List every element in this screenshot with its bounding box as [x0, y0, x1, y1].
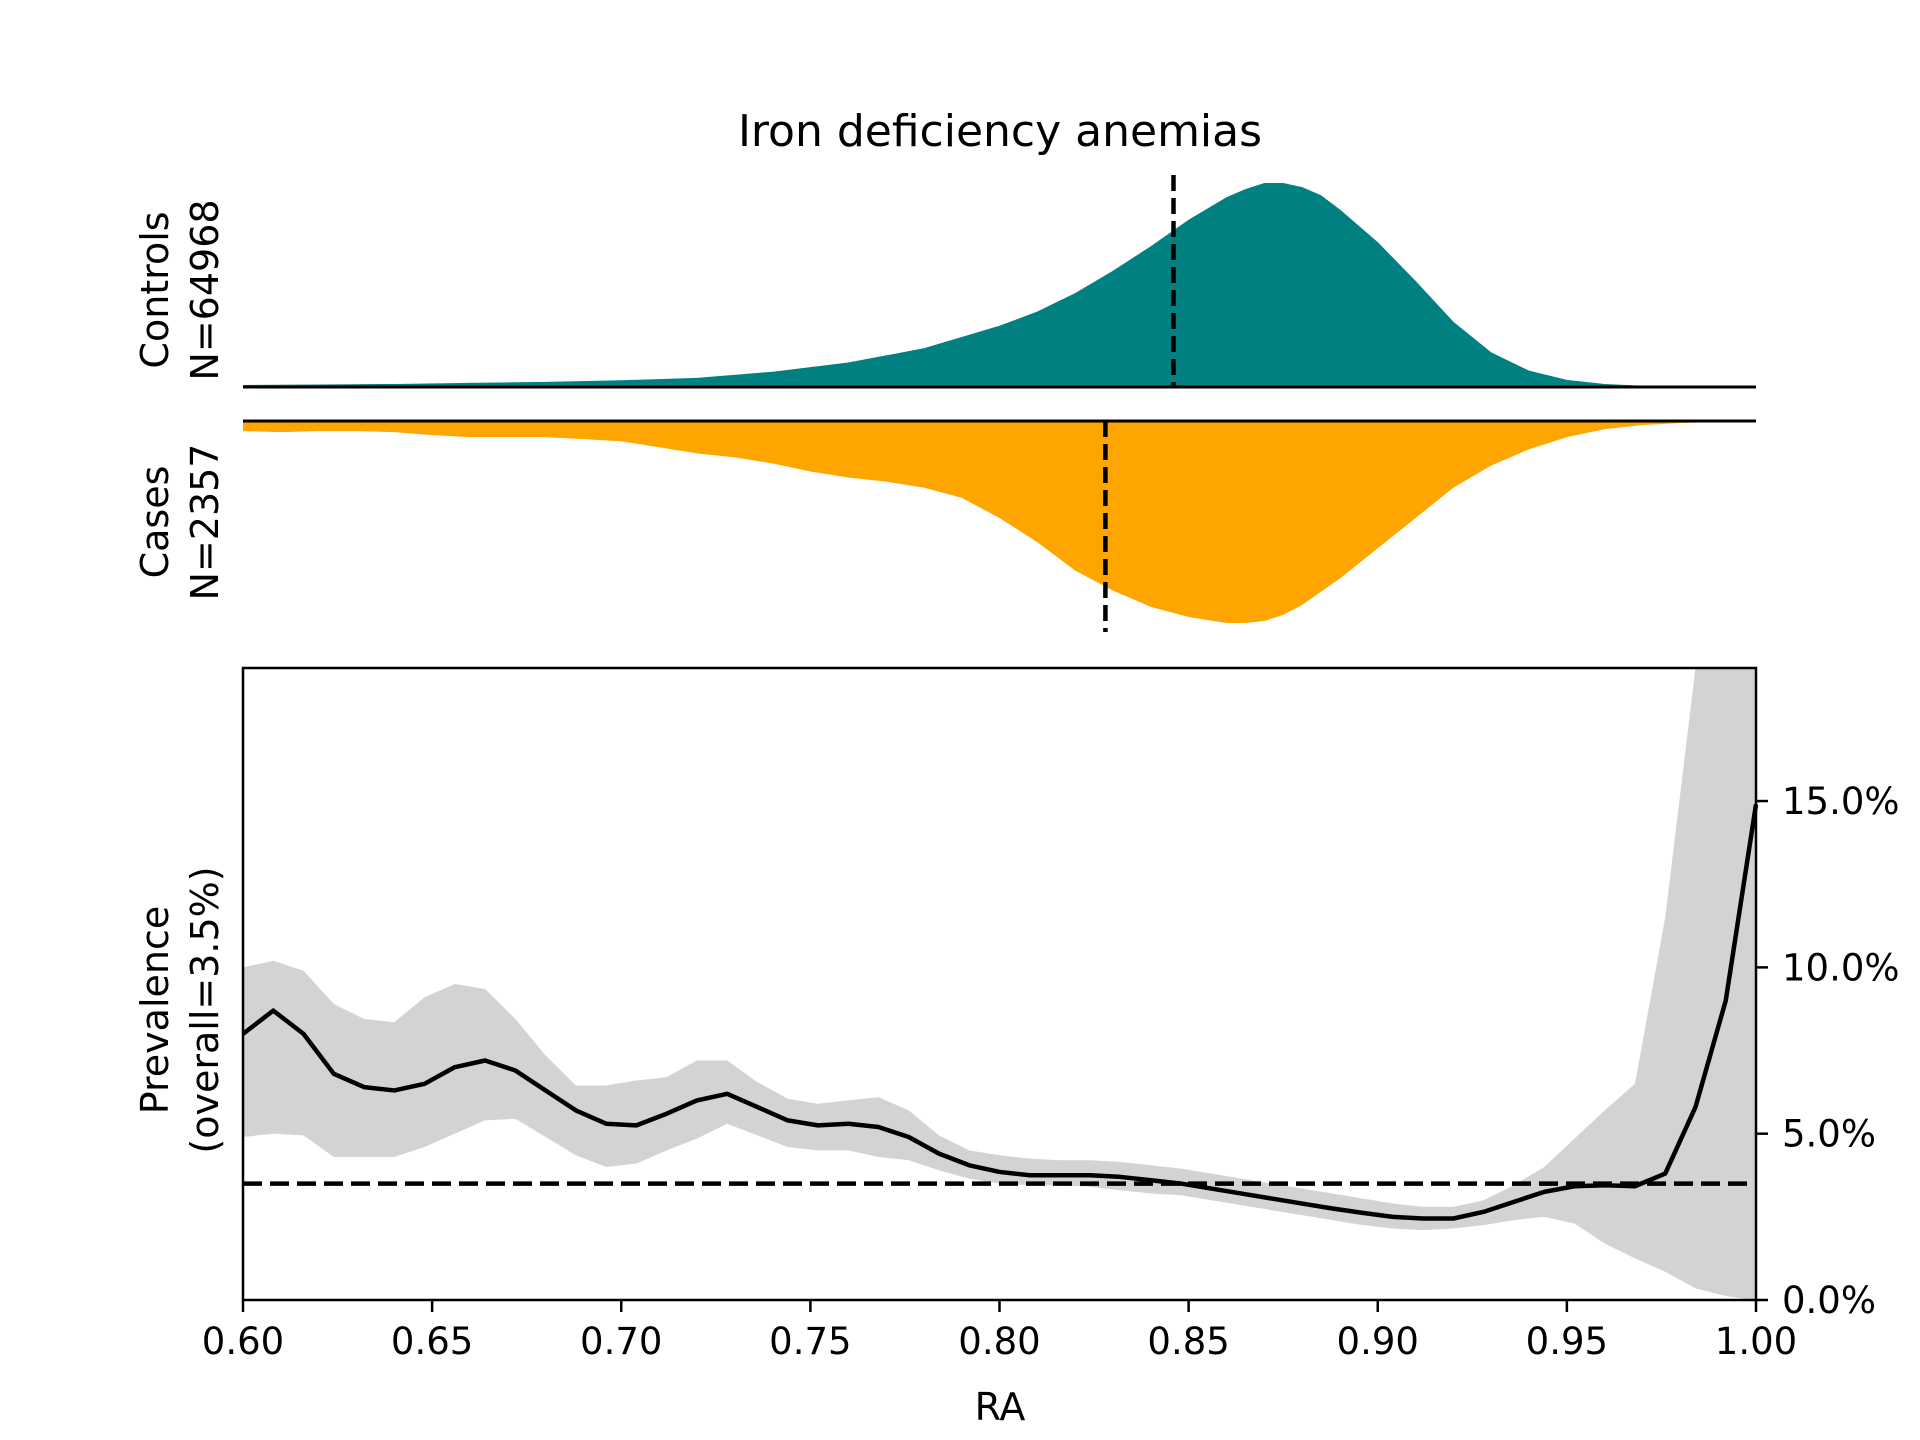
confidence-interval-band	[243, 668, 1756, 1300]
x-tick-label: 0.60	[202, 1320, 284, 1363]
x-tick-label: 0.95	[1526, 1320, 1608, 1363]
y-tick-label: 15.0%	[1782, 780, 1900, 823]
prevalence-ylabel: Prevalence	[133, 906, 177, 1114]
cases-ylabel: Cases	[133, 466, 177, 579]
cases-count-label: N=2357	[183, 444, 227, 601]
x-tick-label: 0.65	[391, 1320, 473, 1363]
x-tick-label: 0.90	[1337, 1320, 1419, 1363]
y-axis-right: 0.0% 5.0% 10.0% 15.0%	[1756, 780, 1900, 1322]
x-axis-label: RA	[975, 1385, 1026, 1429]
x-tick-label: 1.00	[1715, 1320, 1797, 1363]
x-tick-label: 0.75	[769, 1320, 851, 1363]
controls-count-label: N=64968	[183, 199, 227, 380]
prevalence-line	[241, 804, 1759, 1221]
y-tick-label: 0.0%	[1782, 1279, 1876, 1322]
controls-density-panel: Controls N=64968	[133, 175, 1756, 389]
x-tick-label: 0.85	[1147, 1320, 1229, 1363]
cases-density-area	[243, 421, 1756, 623]
x-tick-label: 0.80	[958, 1320, 1040, 1363]
prevalence-panel: 0.60 0.65 0.70 0.75 0.80 0.85 0.90 0.95 1.00 0.0…	[133, 666, 1900, 1429]
controls-density-area	[243, 183, 1756, 387]
y-tick-label: 5.0%	[1782, 1113, 1876, 1156]
x-axis: 0.60 0.65 0.70 0.75 0.80 0.85 0.90 0.95 1.00	[202, 1300, 1797, 1363]
controls-ylabel: Controls	[133, 211, 177, 368]
cases-density-panel: Cases N=2357	[133, 419, 1756, 632]
prevalence-overall-label: (overall=3.5%)	[183, 866, 227, 1153]
chart-title: Iron deficiency anemias	[738, 106, 1262, 157]
x-tick-label: 0.70	[580, 1320, 662, 1363]
y-tick-label: 10.0%	[1782, 946, 1900, 989]
